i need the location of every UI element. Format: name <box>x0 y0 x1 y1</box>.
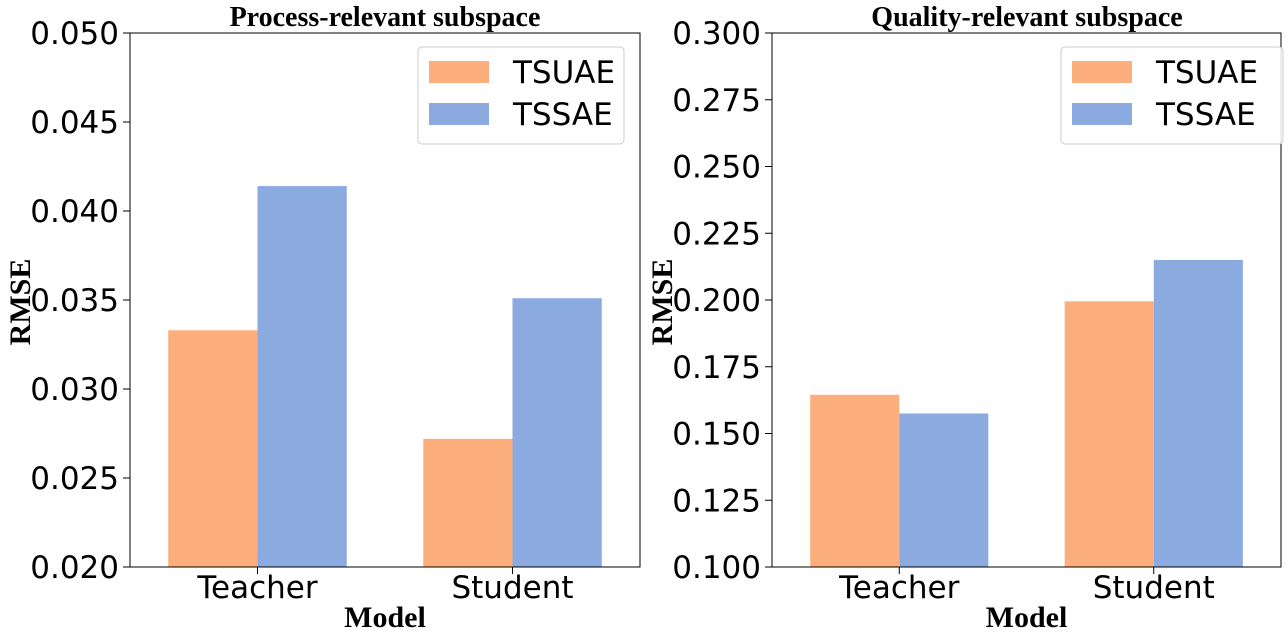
y-tick-label: 0.045 <box>30 105 119 141</box>
legend-label-tssae: TSSAE <box>512 97 613 133</box>
x-tick-label: Teacher <box>196 570 318 606</box>
y-tick-label: 0.035 <box>30 283 119 319</box>
x-axis-label: Model <box>986 601 1068 634</box>
y-tick-label: 0.200 <box>672 283 761 319</box>
legend-label-tsuae: TSUAE <box>1155 55 1258 91</box>
legend-label-tsuae: TSUAE <box>512 55 615 91</box>
bar-tsuae-student <box>1064 301 1154 567</box>
y-tick-label: 0.040 <box>30 194 119 230</box>
y-tick-label: 0.125 <box>672 483 761 519</box>
legend-swatch-tssae <box>1072 103 1132 125</box>
chart-title: Quality-relevant subspace <box>871 2 1182 33</box>
chart-panel-1: 0.020 0.025 0.030 0.035 0.040 0.045 0.050 Teach… <box>4 2 641 634</box>
y-tick-label: 0.300 <box>672 16 761 52</box>
chart-panel-2: 0.100 0.125 0.150 0.175 0.200 0.225 0.250 0.275… <box>646 2 1284 634</box>
chart-title: Process-relevant subspace <box>230 2 541 33</box>
x-tick-label: Student <box>451 570 573 606</box>
y-axis-label: RMSE <box>646 259 679 346</box>
bar-tssae-student <box>1153 259 1243 567</box>
y-tick-label: 0.020 <box>30 550 119 586</box>
bar-tssae-teacher <box>257 186 347 567</box>
x-tick-label: Student <box>1093 570 1215 606</box>
legend-swatch-tsuae <box>1072 61 1132 83</box>
x-axis-label: Model <box>344 601 426 634</box>
legend: TSUAE TSSAE <box>417 46 625 145</box>
y-tick-label: 0.150 <box>672 417 761 453</box>
y-tick-label: 0.025 <box>30 461 119 497</box>
bar-tssae-student <box>512 298 602 567</box>
y-tick-label: 0.100 <box>672 550 761 586</box>
bar-tsuae-student <box>423 438 513 567</box>
bar-tsuae-teacher <box>168 330 258 567</box>
bar-tssae-teacher <box>899 413 989 567</box>
y-tick-label: 0.030 <box>30 372 119 408</box>
legend: TSUAE TSSAE <box>1060 46 1284 145</box>
y-tick-label: 0.175 <box>672 350 761 386</box>
y-tick-label: 0.250 <box>672 150 761 186</box>
legend-swatch-tssae <box>429 103 489 125</box>
y-tick-label: 0.225 <box>672 216 761 252</box>
bar-tsuae-teacher <box>810 394 900 567</box>
legend-swatch-tsuae <box>429 61 489 83</box>
y-tick-label: 0.275 <box>672 83 761 119</box>
x-tick-label: Teacher <box>838 570 960 606</box>
y-tick-label: 0.050 <box>30 16 119 52</box>
y-axis-label: RMSE <box>4 259 37 346</box>
legend-label-tssae: TSSAE <box>1155 97 1256 133</box>
